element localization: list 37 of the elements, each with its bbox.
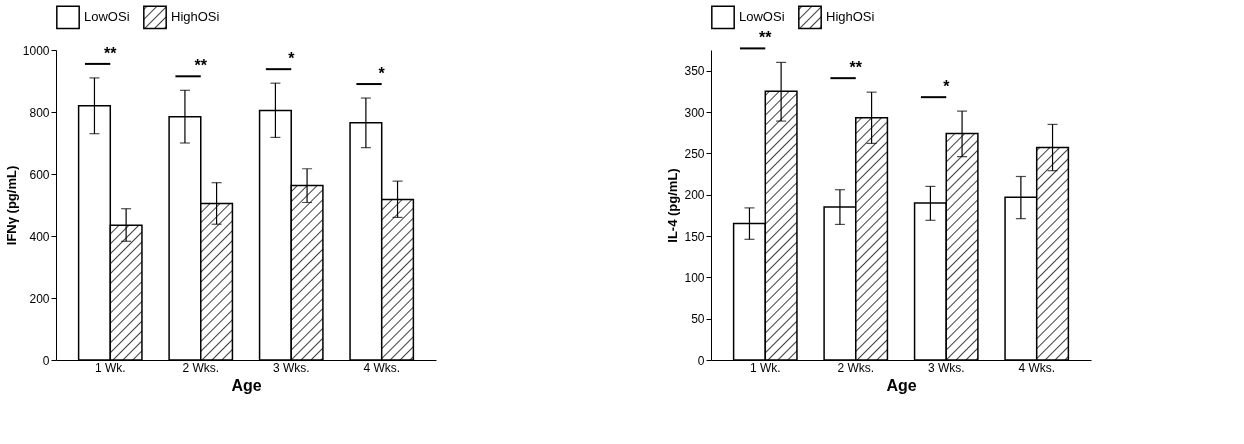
y-axis-title: IL-4 (pg/mL)	[665, 168, 681, 243]
y-axis-title: IFNγ (pg/mL)	[3, 165, 19, 246]
text: **	[759, 29, 773, 47]
y-tick-label: 0	[697, 353, 705, 368]
annotation: **	[849, 59, 863, 77]
y-tick-label: 200	[684, 188, 705, 203]
annotation: *	[288, 50, 296, 68]
y-tick-label: 600	[29, 167, 50, 182]
x-tick-label: 2 Wks.	[837, 360, 875, 375]
annotation: **	[104, 44, 118, 62]
y-tick-label: 300	[684, 105, 705, 120]
x-tick-label: 3 Wks.	[272, 360, 310, 375]
x-tick-label: 1 Wk.	[94, 360, 126, 375]
y-tick-label: 200	[29, 291, 50, 306]
y-tick-label: 50	[691, 312, 705, 327]
x-tick-label: 1 Wk.	[749, 360, 781, 375]
legend-label: LowOSi	[739, 9, 785, 25]
legend-label: HighOSi	[826, 9, 875, 25]
legend-label: LowOSi	[84, 9, 130, 25]
y-tick-label: 350	[684, 64, 705, 79]
x-axis-title: Age	[231, 376, 262, 394]
annotation: *	[378, 65, 386, 83]
x-tick-label: 2 Wks.	[182, 360, 220, 375]
x-axis-title: Age	[886, 376, 917, 394]
x-tick-label: 3 Wks.	[927, 360, 965, 375]
x-tick-label: 4 Wks.	[363, 360, 401, 375]
y-tick-label: 150	[684, 229, 705, 244]
legend-label: HighOSi	[171, 9, 220, 25]
y-tick-label: 1000	[22, 43, 50, 58]
y-tick-label: 400	[29, 229, 50, 244]
y-tick-label: 250	[684, 146, 705, 161]
y-tick-label: 0	[42, 353, 50, 368]
y-tick-label: 100	[684, 270, 705, 285]
annotation: **	[194, 57, 208, 75]
annotation: *	[943, 78, 951, 96]
y-tick-label: 800	[29, 105, 50, 120]
x-tick-label: 4 Wks.	[1018, 360, 1056, 375]
